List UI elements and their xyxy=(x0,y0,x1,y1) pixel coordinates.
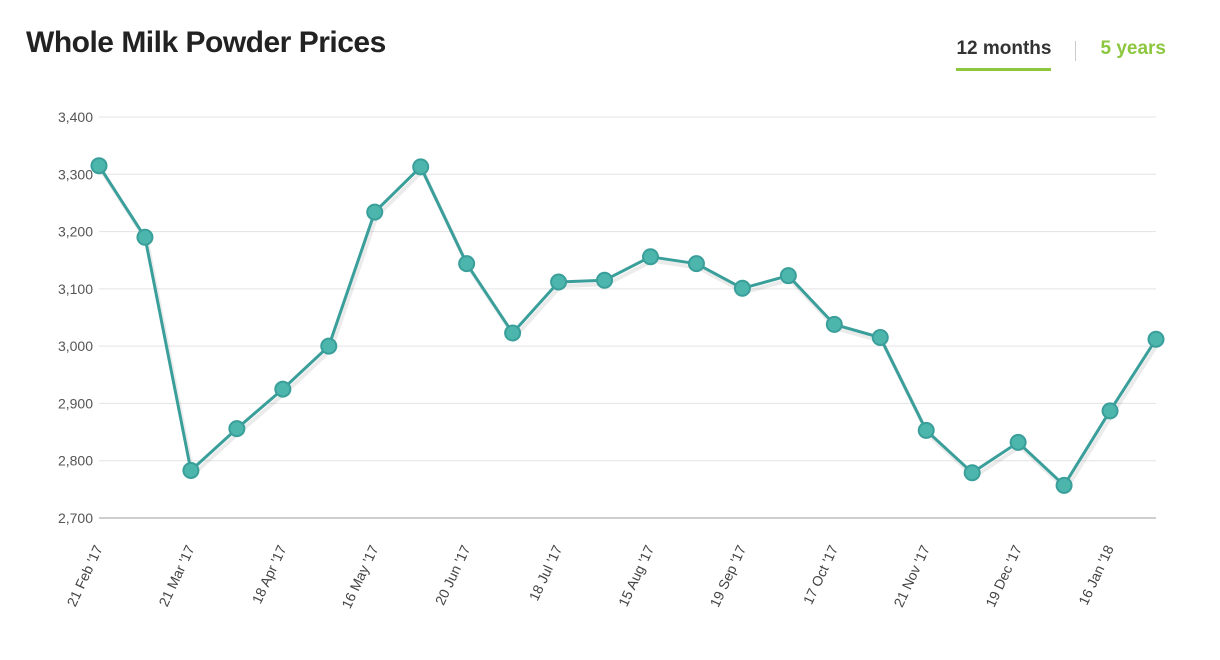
data-point[interactable] xyxy=(871,329,889,347)
tab-12-months[interactable]: 12 months xyxy=(956,38,1052,71)
period-tabs: 12 months 5 years xyxy=(956,38,1166,71)
grid-lines xyxy=(99,116,1156,519)
data-point[interactable] xyxy=(687,255,705,273)
x-tick-label: 19 Sep '17 xyxy=(706,542,749,609)
y-tick-label: 3,200 xyxy=(58,224,93,240)
tab-5-years[interactable]: 5 years xyxy=(1100,38,1166,59)
data-point[interactable] xyxy=(458,255,476,273)
x-tick-label: 15 Aug '17 xyxy=(615,542,657,609)
x-tick-label: 16 Jan '18 xyxy=(1075,542,1117,607)
y-tick-label: 2,700 xyxy=(58,510,93,526)
x-tick-label: 17 Oct '17 xyxy=(800,542,841,606)
series-line-shadow xyxy=(99,168,1160,492)
x-axis: 21 Feb '17 21 Mar '17 18 Apr '17 16 May '17… xyxy=(63,542,1116,611)
y-tick-label: 3,300 xyxy=(58,166,93,182)
data-point[interactable] xyxy=(963,464,981,482)
data-point[interactable] xyxy=(825,315,843,333)
series-line xyxy=(97,164,1158,487)
x-tick-label: 21 Feb '17 xyxy=(63,542,105,609)
data-point[interactable] xyxy=(779,267,797,285)
y-tick-label: 3,100 xyxy=(58,281,93,297)
data-point[interactable] xyxy=(733,279,751,297)
y-tick-label: 2,900 xyxy=(58,395,93,411)
tab-divider xyxy=(1075,41,1077,61)
data-point[interactable] xyxy=(320,337,338,355)
data-point[interactable] xyxy=(366,203,384,221)
y-tick-label: 2,800 xyxy=(58,453,93,469)
x-tick-label: 18 Apr '17 xyxy=(249,542,290,606)
x-tick-label: 19 Dec '17 xyxy=(982,542,1025,609)
data-point[interactable] xyxy=(182,461,200,479)
data-point[interactable] xyxy=(917,421,935,439)
data-point[interactable] xyxy=(504,324,522,342)
x-tick-label: 21 Nov '17 xyxy=(890,542,933,609)
data-point[interactable] xyxy=(90,157,108,175)
data-point[interactable] xyxy=(596,271,614,289)
data-point[interactable] xyxy=(550,273,568,291)
series-group xyxy=(90,157,1165,494)
data-point[interactable] xyxy=(1055,476,1073,494)
data-point[interactable] xyxy=(1009,433,1027,451)
page-title: Whole Milk Powder Prices xyxy=(26,26,386,59)
data-point[interactable] xyxy=(1101,402,1119,420)
data-point[interactable] xyxy=(136,228,154,246)
data-point[interactable] xyxy=(412,158,430,176)
data-point[interactable] xyxy=(1147,330,1165,348)
data-point[interactable] xyxy=(228,420,246,438)
data-point[interactable] xyxy=(274,380,292,398)
x-tick-label: 16 May '17 xyxy=(338,542,381,611)
data-point[interactable] xyxy=(641,248,659,266)
y-tick-label: 3,400 xyxy=(58,109,93,125)
x-tick-label: 21 Mar '17 xyxy=(155,542,197,609)
x-tick-label: 20 Jun '17 xyxy=(432,542,474,607)
x-tick-label: 18 Jul '17 xyxy=(526,542,566,603)
y-axis: 3,400 3,300 3,200 3,100 3,000 2,900 2,800 2,700 xyxy=(58,109,93,526)
y-tick-label: 3,000 xyxy=(58,338,93,354)
